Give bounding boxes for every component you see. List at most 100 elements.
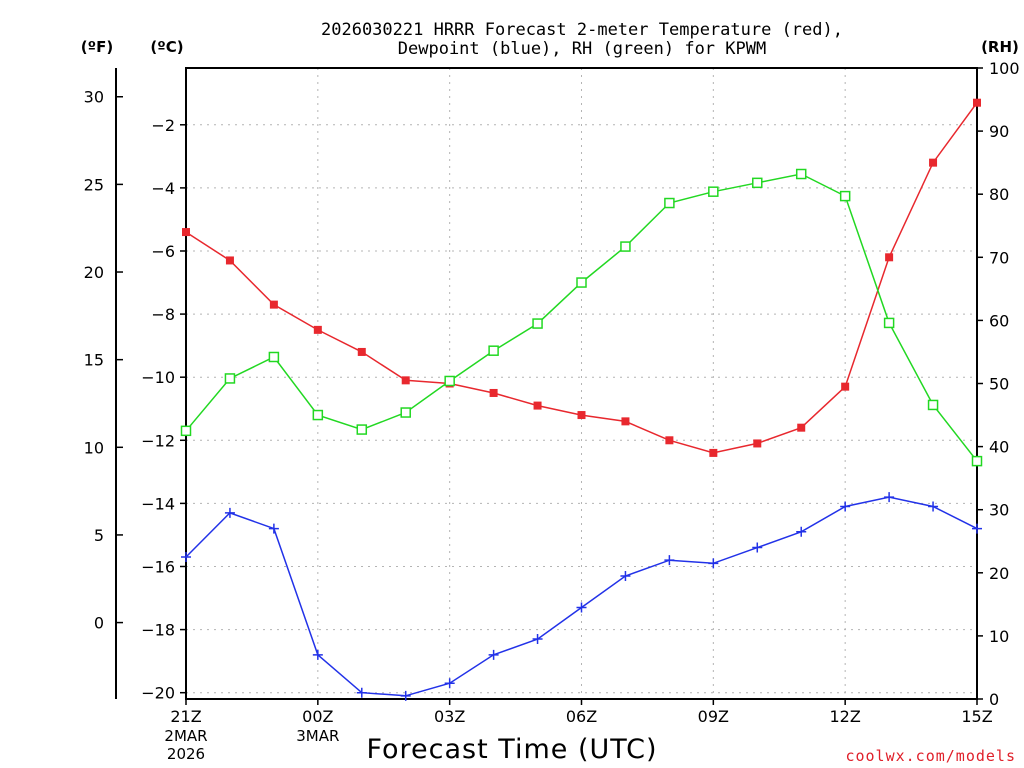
dewpoint-point xyxy=(972,523,982,534)
dewpoint-point xyxy=(708,558,719,569)
rh-point xyxy=(927,399,939,411)
fahrenheit-unit-label: (ºF) xyxy=(81,38,113,56)
rh-tick-label: 20 xyxy=(989,564,1009,583)
temperature-point xyxy=(489,388,498,397)
rh-point xyxy=(752,177,763,189)
rh-tick-label: 40 xyxy=(989,438,1009,457)
temperature-point xyxy=(357,347,366,356)
time-tick-label: 00Z xyxy=(302,707,333,726)
dewpoint-point xyxy=(928,501,939,512)
temperature-point xyxy=(797,423,806,432)
temperature-point xyxy=(929,158,938,167)
fahrenheit-tick-label: 25 xyxy=(84,175,104,194)
rh-point xyxy=(971,455,983,467)
rh-point xyxy=(224,373,236,384)
rh-tick-label: 10 xyxy=(989,627,1009,646)
rh-point xyxy=(180,425,192,437)
rh-point xyxy=(664,197,675,209)
rh-point xyxy=(576,277,587,288)
series-temperature xyxy=(182,98,981,457)
temperature-point xyxy=(533,401,542,410)
dewpoint-point xyxy=(752,542,763,553)
fahrenheit-tick-label: 15 xyxy=(84,351,104,370)
time-tick-label: 21Z xyxy=(170,707,201,726)
date-label: 2MAR xyxy=(164,727,207,745)
dewpoint-point xyxy=(576,602,587,613)
time-tick-label: 15Z xyxy=(961,707,992,726)
fahrenheit-tick-label: 5 xyxy=(94,526,104,545)
credit-label: coolwx.com/models xyxy=(845,747,1016,765)
celsius-tick-label: −4 xyxy=(151,179,175,198)
dewpoint-point xyxy=(356,687,367,698)
celsius-tick-label: −8 xyxy=(151,305,175,324)
temperature-point xyxy=(577,411,586,420)
celsius-unit-label: (ºC) xyxy=(150,38,183,56)
dewpoint-point xyxy=(268,523,279,534)
dewpoint-point xyxy=(488,649,499,660)
temperature-point xyxy=(621,417,630,426)
rh-point xyxy=(312,409,324,421)
fahrenheit-tick-label: 0 xyxy=(94,614,104,633)
rh-point xyxy=(488,345,499,356)
rh-unit-label: (RH) xyxy=(981,38,1019,56)
rh-point xyxy=(708,186,719,197)
celsius-tick-label: −20 xyxy=(141,684,175,703)
temperature-point xyxy=(225,256,234,265)
rh-tick-label: 30 xyxy=(989,501,1009,520)
dewpoint-line xyxy=(185,496,978,697)
rh-point xyxy=(268,351,280,363)
dewpoint-point xyxy=(620,570,631,581)
rh-point xyxy=(883,317,895,329)
temperature-point xyxy=(313,325,322,334)
rh-tick-label: 90 xyxy=(989,122,1009,141)
date-label: 3MAR xyxy=(296,727,339,745)
temperature-point xyxy=(841,382,850,391)
x-axis-label: Forecast Time (UTC) xyxy=(366,734,657,765)
rh-tick-label: 50 xyxy=(989,375,1009,394)
celsius-tick-label: −10 xyxy=(141,368,175,387)
time-tick-label: 03Z xyxy=(434,707,465,726)
celsius-tick-label: −2 xyxy=(151,116,175,135)
fahrenheit-axis-ticks: 30 25 20 15 10 5 0 xyxy=(84,88,123,633)
year-label: 2026 xyxy=(167,745,205,763)
rh-tick-label: 60 xyxy=(989,311,1009,330)
series-dewpoint xyxy=(181,492,982,701)
rh-tick-label: 0 xyxy=(989,690,999,709)
dewpoint-point xyxy=(444,678,455,689)
temperature-point xyxy=(269,300,278,309)
temperature-point xyxy=(182,228,190,237)
fahrenheit-tick-label: 20 xyxy=(84,263,104,282)
dewpoint-point xyxy=(840,501,851,512)
fahrenheit-tick-label: 10 xyxy=(84,438,104,457)
dewpoint-point xyxy=(532,634,543,645)
dewpoint-point xyxy=(224,507,235,518)
celsius-axis-ticks: −2 −4 −6 −8 −10 −12 −14 −16 −18 −20 xyxy=(141,116,186,703)
rh-point xyxy=(444,375,455,387)
data-series xyxy=(180,98,983,701)
celsius-tick-label: −16 xyxy=(141,557,175,576)
fahrenheit-tick-label: 30 xyxy=(84,88,104,107)
rh-tick-label: 70 xyxy=(989,248,1009,267)
temperature-point xyxy=(709,448,718,457)
celsius-tick-label: −6 xyxy=(151,242,175,261)
time-tick-label: 06Z xyxy=(566,707,597,726)
dewpoint-point xyxy=(181,552,191,563)
rh-point xyxy=(356,424,368,435)
rh-point xyxy=(839,190,851,202)
time-axis-ticks: 21Z 00Z 03Z 06Z 09Z 12Z 15Z xyxy=(170,699,993,726)
celsius-tick-label: −18 xyxy=(141,621,175,640)
dewpoint-point xyxy=(884,492,895,503)
temperature-point xyxy=(753,439,762,448)
rh-tick-label: 100 xyxy=(989,59,1020,78)
rh-point xyxy=(620,241,631,252)
rh-point xyxy=(795,168,807,180)
celsius-tick-label: −14 xyxy=(141,494,175,513)
temperature-point xyxy=(885,253,894,262)
rh-point xyxy=(400,407,411,418)
dewpoint-point xyxy=(312,649,323,660)
dewpoint-point xyxy=(796,526,807,537)
rh-tick-label: 80 xyxy=(989,185,1009,204)
